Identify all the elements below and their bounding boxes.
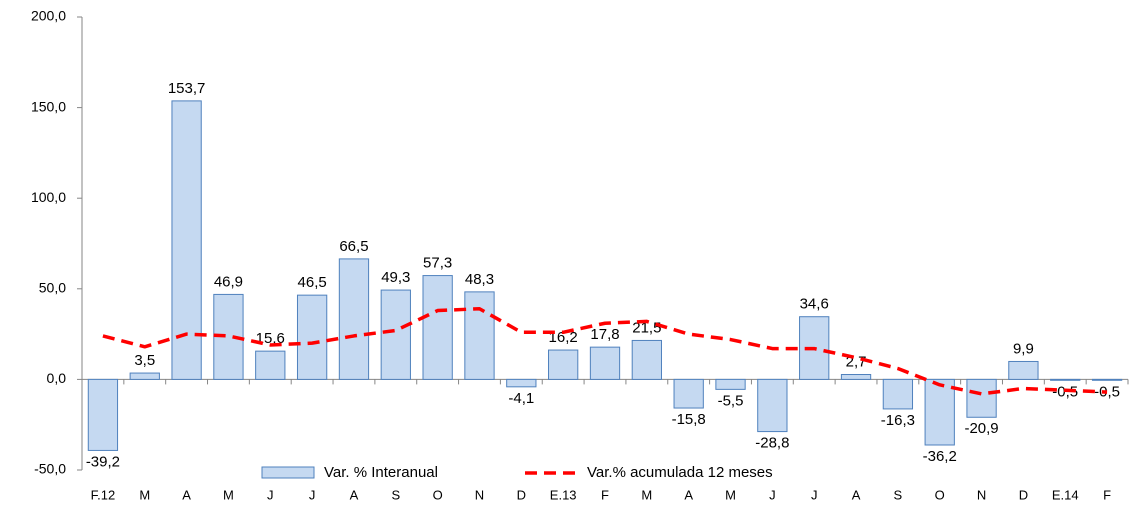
bar <box>296 294 328 380</box>
data-label: 46,5 <box>298 274 327 291</box>
legend-label: Var. % Interanual <box>324 464 438 481</box>
x-tick-label: D <box>517 487 526 502</box>
y-tick-label: -50,0 <box>34 461 66 477</box>
bar <box>464 291 495 380</box>
x-tick-label: N <box>977 487 986 502</box>
legend-label: Var.% acumulada 12 meses <box>587 464 773 481</box>
x-tick-label: O <box>935 487 945 502</box>
data-label: -15,8 <box>672 411 706 428</box>
x-tick-label: A <box>350 487 359 502</box>
bar <box>673 378 704 409</box>
bar <box>380 289 411 380</box>
data-label: 57,3 <box>423 255 452 272</box>
data-label: 3,5 <box>134 352 155 369</box>
x-tick-label: M <box>139 487 150 502</box>
data-label: 66,5 <box>339 238 368 255</box>
bar <box>422 275 453 380</box>
data-label: -16,3 <box>881 412 915 429</box>
bar <box>966 378 997 418</box>
bar <box>1008 360 1039 380</box>
bar <box>87 378 119 451</box>
bar <box>338 258 370 380</box>
y-tick-label: 50,0 <box>39 280 66 296</box>
y-tick-label: 100,0 <box>31 189 66 205</box>
y-tick-label: 150,0 <box>31 98 66 114</box>
data-label: 21,5 <box>632 319 661 336</box>
y-tick-label: 0,0 <box>47 370 67 386</box>
x-tick-label: D <box>1019 487 1028 502</box>
data-label: 16,2 <box>549 329 578 346</box>
data-label: -36,2 <box>923 448 957 465</box>
bar <box>882 378 914 410</box>
bar <box>506 378 537 388</box>
data-label: 48,3 <box>465 271 494 288</box>
legend-swatch <box>261 466 315 479</box>
data-label: -28,8 <box>755 435 789 452</box>
x-tick-label: M <box>641 487 652 502</box>
data-label: -4,1 <box>508 390 534 407</box>
x-tick-label: F <box>601 487 609 502</box>
x-tick-label: M <box>223 487 234 502</box>
x-tick-label: O <box>433 487 443 502</box>
bar <box>757 378 788 433</box>
x-tick-label: J <box>267 487 274 502</box>
x-tick-label: A <box>684 487 693 502</box>
bar <box>255 350 286 380</box>
data-label: -5,5 <box>718 392 744 409</box>
data-label: 34,6 <box>800 296 829 313</box>
y-tick-label: 200,0 <box>31 8 66 24</box>
data-label: -20,9 <box>964 420 998 437</box>
x-tick-label: E.14 <box>1052 487 1079 502</box>
x-tick-label: J <box>811 487 818 502</box>
bar <box>129 372 160 380</box>
bar <box>924 378 955 446</box>
bar <box>1091 378 1123 381</box>
data-label: 17,8 <box>590 326 619 343</box>
bar <box>715 378 746 390</box>
bar <box>548 349 579 380</box>
data-label: 46,9 <box>214 273 243 290</box>
x-tick-label: J <box>769 487 776 502</box>
x-tick-label: M <box>725 487 736 502</box>
data-label: 153,7 <box>168 80 206 97</box>
x-tick-label: E.13 <box>550 487 577 502</box>
data-label: 9,9 <box>1013 340 1034 357</box>
data-label: -39,2 <box>86 453 120 470</box>
x-tick-label: J <box>309 487 316 502</box>
x-tick-label: A <box>852 487 861 502</box>
bar <box>589 346 621 380</box>
x-tick-label: N <box>475 487 484 502</box>
x-tick-label: A <box>182 487 191 502</box>
bar <box>1050 378 1081 381</box>
x-tick-label: S <box>391 487 400 502</box>
line <box>102 306 1108 396</box>
x-tick-label: F.12 <box>91 487 116 502</box>
x-tick-label: F <box>1103 487 1111 502</box>
bar <box>631 339 662 380</box>
x-tick-label: S <box>894 487 903 502</box>
data-label: 15,6 <box>256 330 285 347</box>
data-label: 49,3 <box>381 269 410 286</box>
bar <box>840 374 872 380</box>
